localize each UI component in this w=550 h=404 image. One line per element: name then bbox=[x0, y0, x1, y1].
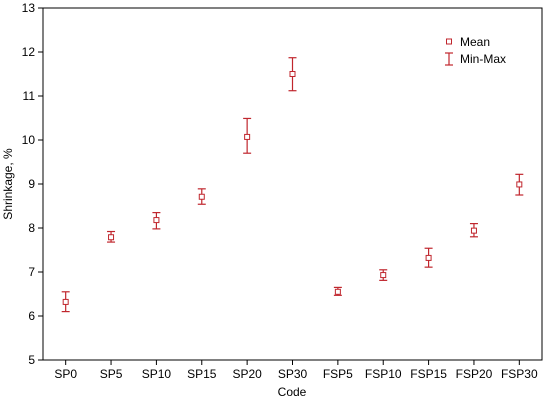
mean-point bbox=[153, 217, 160, 224]
y-tick-label: 6 bbox=[28, 309, 35, 323]
mean-point bbox=[425, 254, 432, 261]
error-bar bbox=[469, 223, 478, 238]
y-tick-label: 11 bbox=[23, 89, 36, 103]
error-bar bbox=[243, 117, 252, 154]
x-axis: SP0 SP5 SP10 SP15 SP20 SP30 FSP5 FSP10 FSP15 FSP2… bbox=[54, 360, 538, 381]
y-tick-label: 8 bbox=[28, 221, 35, 235]
y-tick-label: 12 bbox=[22, 45, 36, 59]
mean-point bbox=[108, 234, 115, 241]
y-tick-label: 7 bbox=[28, 265, 35, 279]
y-tick-label: 13 bbox=[22, 1, 36, 15]
x-tick-label: FSP10 bbox=[365, 367, 402, 381]
error-bar bbox=[515, 173, 524, 196]
x-tick-label: FSP20 bbox=[456, 367, 493, 381]
mean-point bbox=[289, 71, 296, 77]
error-bar bbox=[288, 57, 297, 92]
error-bar bbox=[152, 212, 161, 230]
y-tick-label: 10 bbox=[22, 133, 36, 147]
legend: Mean Min-Max bbox=[445, 35, 506, 66]
mean-point bbox=[334, 288, 341, 295]
x-tick-label: FSP30 bbox=[501, 367, 538, 381]
legend-mean-label: Mean bbox=[460, 35, 490, 49]
x-tick-label: SP20 bbox=[232, 367, 262, 381]
x-tick-label: SP0 bbox=[54, 367, 77, 381]
x-tick-label: SP30 bbox=[278, 367, 308, 381]
y-axis: 5 6 7 8 9 10 11 12 13 bbox=[22, 1, 43, 367]
x-axis-title: Code bbox=[278, 385, 307, 399]
legend-minmax-label: Min-Max bbox=[460, 52, 506, 66]
x-tick-label: SP15 bbox=[187, 367, 217, 381]
mean-point bbox=[62, 298, 69, 305]
error-bar bbox=[61, 291, 70, 313]
error-bar bbox=[424, 247, 433, 268]
legend-mean-marker bbox=[446, 38, 452, 45]
data-marks bbox=[61, 57, 524, 313]
mean-point bbox=[198, 193, 205, 200]
x-tick-label: FSP5 bbox=[323, 367, 353, 381]
x-tick-label: SP5 bbox=[100, 367, 123, 381]
error-bar bbox=[107, 230, 116, 243]
y-axis-title: Shrinkage, % bbox=[1, 148, 15, 220]
x-tick-label: FSP15 bbox=[410, 367, 447, 381]
mean-point bbox=[380, 272, 387, 279]
mean-point bbox=[244, 133, 251, 140]
error-bar bbox=[197, 188, 206, 205]
legend-minmax-marker bbox=[445, 52, 453, 66]
x-tick-label: SP10 bbox=[142, 367, 172, 381]
error-bar bbox=[379, 269, 388, 281]
y-tick-label: 9 bbox=[28, 177, 35, 191]
y-tick-label: 5 bbox=[28, 353, 35, 367]
mean-point bbox=[516, 181, 523, 188]
error-bar bbox=[333, 286, 342, 296]
mean-point bbox=[470, 227, 477, 234]
